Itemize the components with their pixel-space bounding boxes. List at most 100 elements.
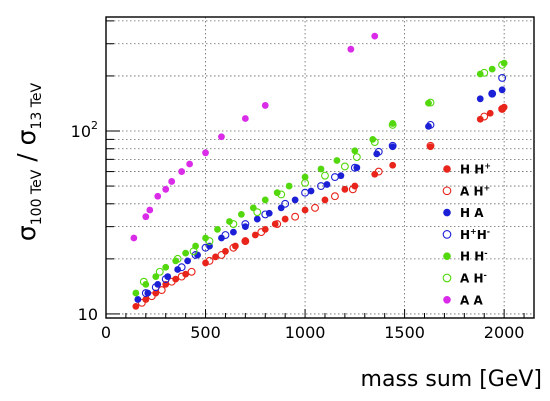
point-AHp [187,267,196,276]
legend-label-main-2: H [477,228,487,242]
point-AHp [311,203,319,212]
point-HA [134,296,142,303]
point-HpHm [281,199,290,208]
point-AA [241,115,249,122]
point-AA [371,32,379,40]
point-HpHm [426,120,435,129]
point-AHp [257,228,266,237]
point-AHp [374,167,383,176]
point-HA [291,196,299,204]
point-HHp [389,161,397,169]
point-HHp [241,237,249,245]
point-HHp [162,281,170,288]
point-HHp [172,275,180,283]
legend-entry-AA: A A [443,293,483,307]
point-AHm [155,267,164,276]
y-axis-title-sub1: 100 TeV [29,169,45,225]
x-tick-label: 0 [101,323,111,342]
legend-label-main: A H [460,272,484,286]
point-HHm [162,263,170,271]
point-AA [168,178,176,185]
point-HA [241,223,249,231]
point-AHp [241,237,250,246]
point-AHm [189,247,198,256]
point-AHp [205,256,214,265]
point-HA [174,266,182,273]
point-HHm [351,147,359,155]
point-HA [498,86,506,94]
point-HA [476,95,484,103]
point-AA [347,45,355,53]
series-AHm [139,60,507,286]
axis-ticks [105,20,525,318]
legend: H H+A H+H AH+H-H H-A H-A A [442,162,491,307]
point-AHm [139,277,148,286]
point-HHm [249,204,257,212]
point-HpHm [191,251,200,259]
x-tick-label: 500 [190,323,221,342]
point-AHp [480,112,489,121]
point-AHm [426,98,435,107]
series-HHp [132,103,508,310]
series-HA [134,86,506,303]
point-AHm [173,254,182,263]
point-HpHm [317,182,325,191]
legend-marker [443,208,451,217]
point-AHp [137,298,146,307]
legend-label: H H+ [460,162,491,177]
point-HpHm [301,188,310,197]
y-tick-label-base: 10 [71,122,91,141]
legend-label: A A [460,293,483,307]
point-HHm [285,182,293,190]
point-HHm [317,165,325,173]
point-AHp [273,220,282,228]
x-tick-label: 1000 [285,323,326,342]
point-HHp [281,215,289,223]
point-HHp [132,302,140,310]
point-HHm [261,196,269,204]
y-tick-label-base: 10 [78,305,98,324]
legend-marker [442,186,452,196]
point-HA [230,228,237,236]
point-AHm [498,60,507,69]
legend-label-sup: + [470,227,477,236]
x-tick-label: 1500 [384,323,425,342]
point-HpHm [388,141,397,150]
point-HA [218,234,225,242]
legend-entry-AHp: A H+ [442,183,490,198]
point-HA [337,172,345,180]
point-AHm [205,237,214,246]
data-points [130,32,508,310]
legend-label: H H- [460,249,488,264]
y-axis-title: σ100 TeV / σ13 TeV [12,82,45,241]
point-HA [307,187,315,195]
point-HpHm [241,220,250,228]
point-AA [202,149,209,157]
point-HA [488,90,496,98]
point-HpHm [488,89,497,98]
point-HHm [214,225,221,233]
point-HA [253,215,261,223]
legend-entry-HHp: H H+ [443,162,491,177]
grid [106,17,534,318]
point-HA [323,181,331,188]
point-HHp [341,185,349,193]
y-tick-label: 102 [71,119,98,141]
point-HHp [486,109,494,117]
point-HHp [152,289,160,297]
point-AA [218,133,225,141]
point-HpHm [261,210,270,219]
legend-entry-HHm: H H- [443,249,488,264]
point-AA [130,234,138,242]
point-HHm [500,59,508,67]
point-HHm [132,289,140,297]
legend-label: H A [460,206,484,220]
point-HHp [371,170,379,178]
point-HpHm [221,231,230,239]
point-AHp [291,212,300,221]
point-HpHm [161,275,170,284]
point-AHp [348,185,357,194]
point-AHm [352,153,361,162]
legend-marker [443,252,451,260]
